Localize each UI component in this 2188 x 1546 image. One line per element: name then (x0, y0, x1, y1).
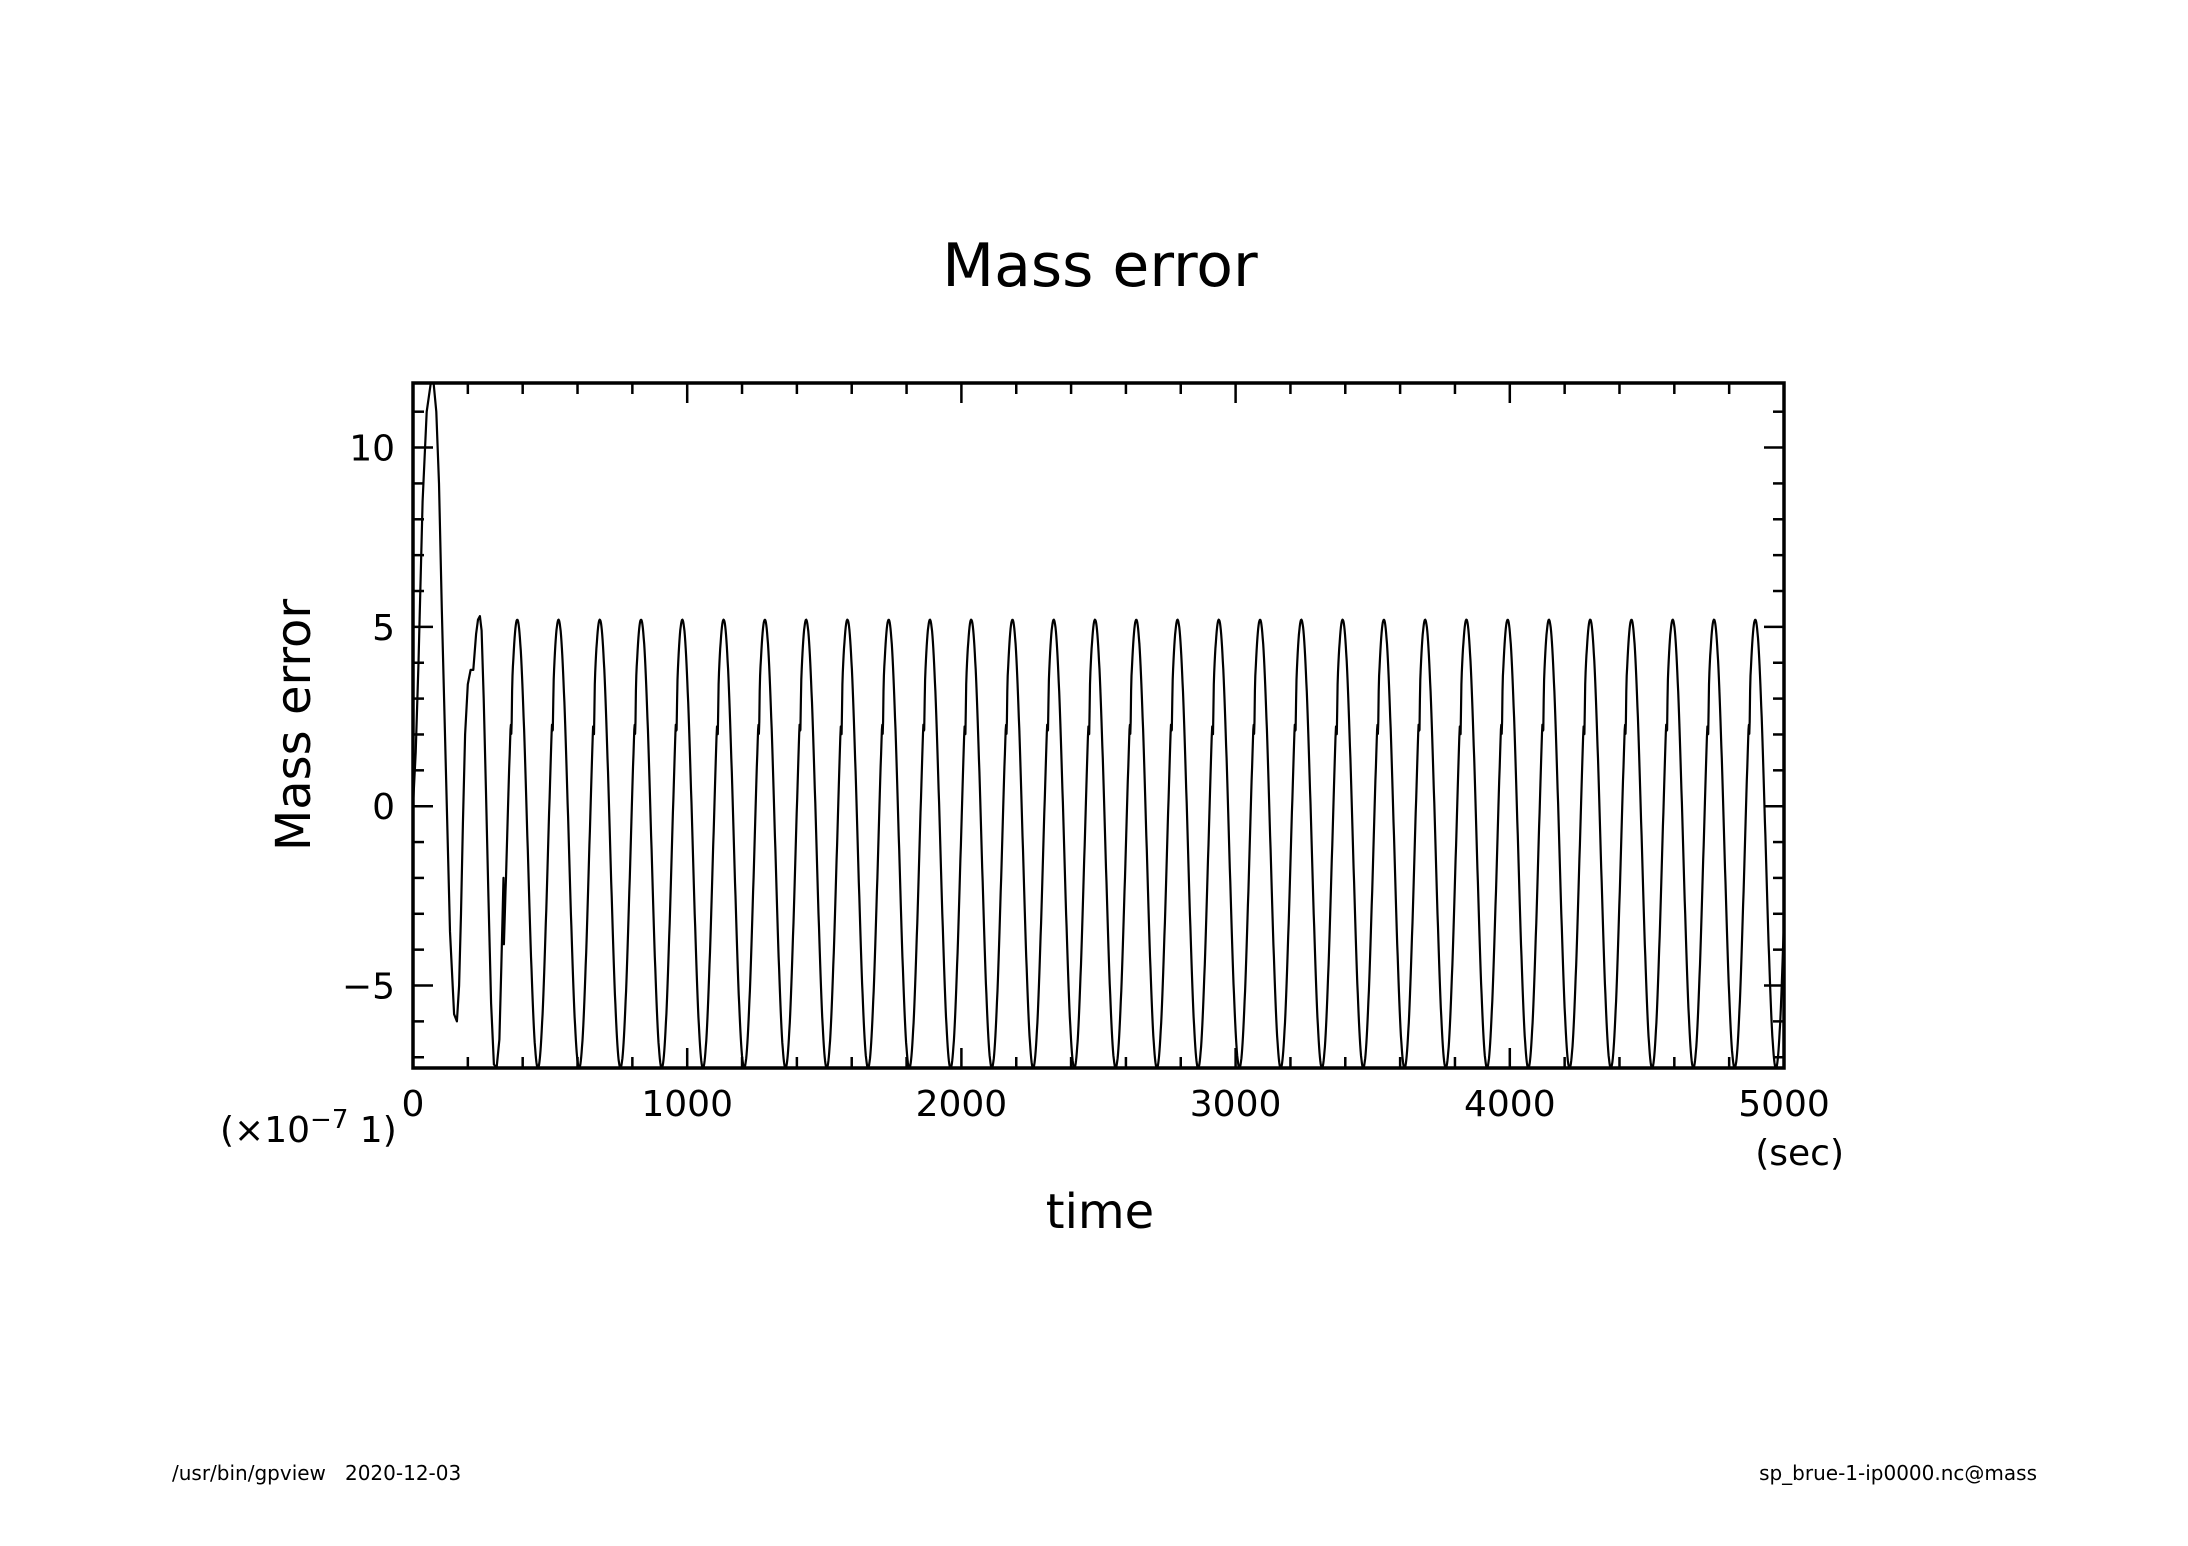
chart-title: Mass error (942, 231, 1258, 301)
x-axis-unit: (sec) (1755, 1133, 1844, 1174)
series-line (413, 383, 1784, 1068)
y-scale-note: (×10−7 1) (220, 1105, 397, 1151)
y-axis-ticks: −5 0 5 10 (342, 410, 1784, 1059)
x-axis-ticks: 0 1000 2000 3000 4000 5000 (402, 383, 1830, 1125)
y-scale-note-exponent: −7 (310, 1105, 348, 1135)
plot-area: 0 1000 2000 3000 4000 5000 −5 0 5 10 (342, 381, 1830, 1125)
y-tick-label: 5 (372, 608, 395, 649)
x-tick-label: 3000 (1190, 1084, 1282, 1125)
footer-right-text: sp_brue-1-ip0000.nc@mass (1759, 1461, 2037, 1485)
x-tick-label: 5000 (1738, 1084, 1830, 1125)
y-axis-label: Mass error (266, 599, 322, 852)
y-scale-note-prefix: (×10 (220, 1110, 310, 1151)
y-tick-label: −5 (342, 967, 395, 1008)
x-tick-label: 4000 (1464, 1084, 1556, 1125)
y-tick-label: 0 (372, 787, 395, 828)
footer-left-text: /usr/bin/gpview 2020-12-03 (172, 1461, 461, 1485)
x-tick-label: 2000 (916, 1084, 1008, 1125)
plot-frame (411, 381, 1786, 1070)
y-tick-label: 10 (349, 429, 395, 470)
x-tick-label: 0 (402, 1084, 425, 1125)
y-scale-note-suffix: 1) (348, 1110, 396, 1151)
x-axis-label: time (1046, 1184, 1154, 1240)
x-tick-label: 1000 (641, 1084, 733, 1125)
